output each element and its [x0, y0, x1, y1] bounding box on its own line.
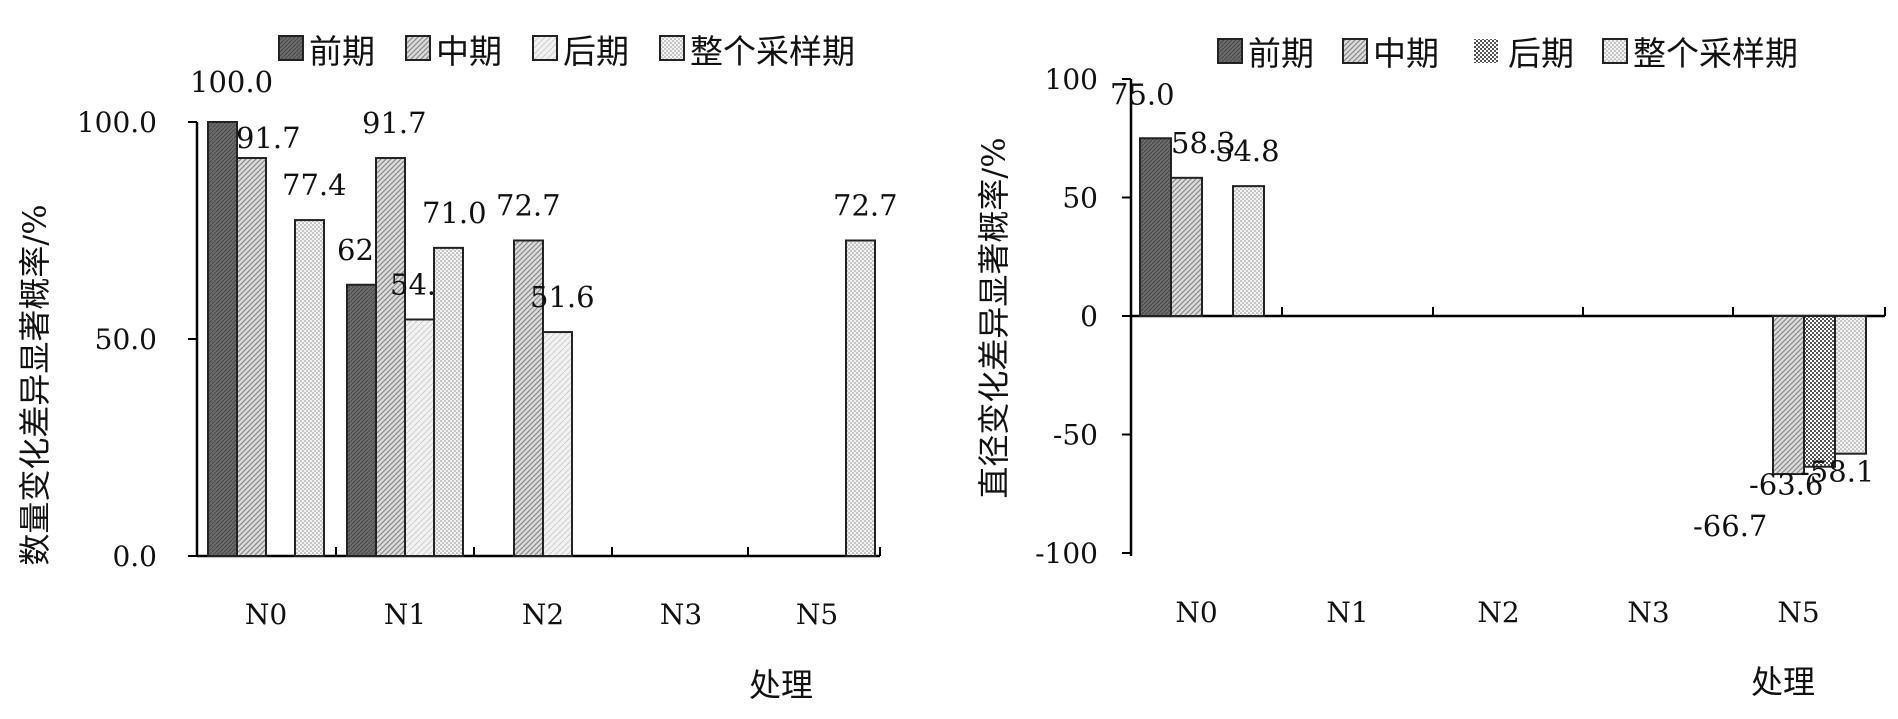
bar: [1139, 137, 1172, 317]
legend-left: 前期 中期 后期 整个采样期: [278, 32, 855, 71]
bar: [845, 239, 876, 557]
data-label: -66.7: [1693, 509, 1767, 543]
data-label: 72.7: [833, 188, 898, 222]
x-tick-label: N3: [660, 598, 702, 631]
bar: [294, 219, 325, 557]
legend-label-mid: 中期: [1373, 34, 1439, 73]
x-tick-label: N3: [1627, 596, 1669, 629]
chart-right: 前期 中期 后期 整个采样期 -100 -50 0 50 100 N0 N1 N2 N3 N5 75…: [975, 34, 1886, 701]
y-tick-label: 0.0: [112, 540, 157, 573]
data-label: -63.6: [1749, 468, 1823, 502]
bar: [433, 246, 464, 558]
data-label: 75.0: [1110, 77, 1175, 111]
data-label: 91.7: [236, 121, 301, 155]
data-label: 54.8: [1215, 134, 1280, 168]
data-label: 77.4: [282, 168, 347, 202]
x-tick-label: N5: [796, 598, 838, 631]
y-axis-title-left: 数量变化差异显著概率/%: [16, 204, 54, 565]
data-label: 100.0: [190, 65, 273, 99]
data-label: -58.1: [1800, 455, 1874, 489]
legend-swatch-early: [1217, 38, 1243, 64]
legend-label-mid: 中期: [436, 32, 502, 71]
x-tick-label: N0: [1175, 596, 1217, 629]
legend-label-late: 后期: [563, 32, 629, 71]
x-axis-title-left: 处理: [749, 666, 813, 704]
y-tick-label: 100.0: [77, 106, 157, 139]
legend-swatch-mid: [405, 35, 431, 61]
bar: [346, 283, 377, 557]
bar: [236, 157, 267, 557]
bar: [1803, 315, 1836, 468]
data-label: 91.7: [362, 106, 427, 140]
legend-swatch-early: [278, 35, 304, 61]
data-label: 51.6: [530, 280, 595, 314]
bar: [1772, 315, 1805, 476]
bar: [1232, 185, 1265, 317]
y-axis-title-right: 直径变化差异显著概率/%: [975, 137, 1013, 498]
y-tick-label: -100: [1035, 537, 1098, 570]
y-tick-label: 100: [1045, 63, 1098, 96]
bar: [207, 121, 238, 557]
x-axis-title-right: 处理: [1751, 663, 1815, 701]
legend-swatch-late: [532, 35, 558, 61]
legend-right: 前期 中期 后期 整个采样期: [1217, 34, 1798, 73]
y-tick-label: -50: [1053, 419, 1098, 452]
x-tick-label: N1: [1326, 596, 1368, 629]
legend-swatch-whole: [659, 35, 685, 61]
plot-right: -100 -50 0 50 100 N0 N1 N2 N3 N5 75.0 58.3 -66.7 -63.…: [1035, 63, 1886, 629]
x-tick-label: N2: [522, 598, 564, 631]
data-label: 58.3: [1171, 126, 1236, 160]
y-tick-label: 50.0: [95, 323, 157, 356]
bar: [1170, 176, 1203, 317]
legend-label-whole: 整个采样期: [1633, 34, 1798, 73]
y-tick-label: 0: [1080, 300, 1098, 333]
bar: [404, 318, 435, 557]
x-tick-label: N5: [1777, 596, 1819, 629]
chart-left: 前期 中期 后期 整个采样期 0.0 50.0 100.0 N0 N1 N2 N3 N5 100…: [16, 32, 898, 704]
y-tick-label: 50: [1062, 182, 1098, 215]
x-tick-label: N0: [245, 598, 287, 631]
bar: [542, 331, 573, 557]
legend-swatch-mid: [1342, 38, 1368, 64]
x-tick-label: N2: [1477, 596, 1519, 629]
legend-label-early: 前期: [309, 32, 375, 71]
legend-label-early: 前期: [1248, 34, 1314, 73]
data-label: 71.0: [422, 196, 487, 230]
bar: [1834, 315, 1867, 455]
legend-label-late: 后期: [1508, 34, 1574, 73]
legend-swatch-whole: [1602, 38, 1628, 64]
legend-label-whole: 整个采样期: [690, 32, 855, 71]
legend-swatch-late: [1474, 39, 1498, 63]
data-label: 72.7: [496, 188, 561, 222]
x-tick-label: N1: [384, 598, 426, 631]
bar: [375, 157, 406, 557]
